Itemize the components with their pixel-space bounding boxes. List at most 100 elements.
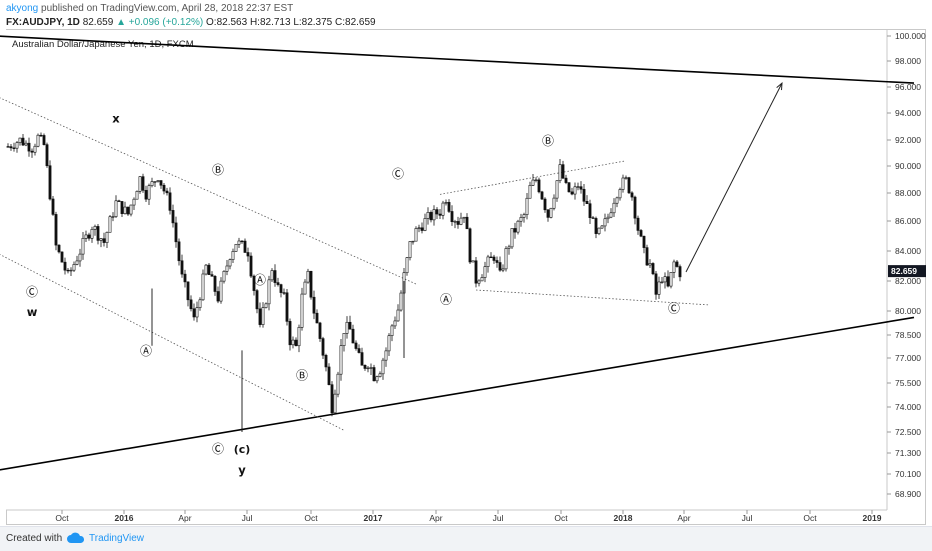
publish-info: akyong published on TradingView.com, Apr… [6, 3, 293, 14]
candle-body [519, 217, 523, 222]
candle-body [657, 281, 661, 295]
candle-body [315, 312, 319, 324]
candle-body [465, 216, 469, 230]
y-tick-label: 75.500 [895, 378, 921, 388]
x-tick-label: Oct [55, 513, 69, 523]
y-tick-label: 100.000 [895, 31, 926, 41]
x-tick-label: Jul [493, 513, 504, 523]
candle-body [408, 241, 412, 258]
candle-body [273, 270, 277, 283]
y-tick-label: 68.900 [895, 489, 921, 499]
wave-label: Ⓑ [212, 163, 224, 177]
y-tick-label: 84.000 [895, 246, 921, 256]
candle-body [516, 220, 520, 233]
wave-label: (c) [234, 443, 251, 456]
candle-body [357, 348, 361, 353]
trendline-upper-resistance[interactable] [0, 35, 915, 84]
candle-body [27, 142, 31, 152]
wave-label: Ⓒ [212, 442, 224, 456]
candle-body [567, 182, 571, 193]
candle-body [420, 227, 424, 231]
trendline-lower-support[interactable] [0, 316, 915, 471]
candle-body [651, 263, 655, 275]
candle-body [153, 181, 157, 183]
candle-body [222, 270, 226, 282]
candle-body [141, 176, 145, 191]
candle-body [165, 190, 169, 194]
candle-body [228, 259, 232, 267]
candle-body [282, 292, 286, 294]
candle-body [108, 216, 112, 233]
wave-label: Ⓑ [296, 369, 308, 383]
candle-body [6, 146, 10, 148]
x-tick-label: 2018 [614, 513, 633, 523]
candle-body [138, 176, 142, 192]
candle-body [135, 191, 139, 200]
candle-body [468, 228, 472, 263]
candle-body [507, 246, 511, 249]
candle-body [126, 206, 130, 215]
candle-body [351, 328, 355, 344]
candle-body [117, 200, 121, 202]
candle-body [192, 308, 196, 318]
candle-body [393, 320, 397, 327]
candle-body [51, 198, 55, 215]
candle-body [414, 228, 418, 242]
candle-body [429, 212, 433, 221]
candle-body [69, 269, 73, 272]
candle-body [216, 291, 220, 302]
y-tick-label: 86.000 [895, 216, 921, 226]
candle-body [156, 180, 160, 182]
price-chart[interactable]: 100.000 98.000 96.000 94.000 92.000 90.000 88.… [0, 0, 932, 526]
candle-body [444, 202, 448, 204]
candle-body [96, 226, 100, 241]
candle-body [399, 292, 403, 311]
candle-body [237, 240, 241, 245]
candle-body [168, 192, 172, 211]
tradingview-brand[interactable]: TradingView [89, 533, 145, 544]
candle-body [93, 226, 97, 230]
candle-body [369, 367, 373, 369]
candle-body [114, 200, 118, 217]
last-price-label: 82.659 [891, 266, 917, 276]
candle-body [279, 284, 283, 293]
candle-body [213, 275, 217, 292]
candle-body [144, 190, 148, 200]
candle-body [564, 177, 568, 183]
candle-body [678, 266, 682, 278]
candle-body [102, 238, 106, 243]
candle-body [396, 309, 400, 322]
trendline-projection-arrow[interactable] [685, 82, 783, 273]
candle-body [645, 247, 649, 266]
candle-body [207, 264, 211, 275]
candle-body [171, 210, 175, 224]
candle-body [447, 202, 451, 212]
candle-body [276, 282, 280, 285]
wave-label: Ⓒ [392, 167, 404, 181]
candle-body [675, 261, 679, 267]
wave-label: y [238, 463, 246, 477]
candle-body [456, 221, 460, 225]
candle-body [42, 135, 46, 145]
candle-body [453, 221, 457, 223]
candle-body [498, 262, 502, 271]
wave-label: Ⓐ [254, 273, 266, 287]
x-tick-label: Jul [742, 513, 753, 523]
trendline-channel-lower[interactable] [0, 253, 345, 431]
x-tick-label: Oct [304, 513, 318, 523]
candle-body [180, 260, 184, 275]
candle-body [195, 307, 199, 318]
candle-body [642, 235, 646, 248]
candle-body [231, 251, 235, 260]
candle-body [480, 277, 484, 282]
candle-body [510, 228, 514, 248]
candle-body [387, 335, 391, 352]
author-link[interactable]: akyong [6, 3, 39, 14]
candle-body [540, 191, 544, 200]
candle-body [627, 177, 631, 194]
trendline-triangle-bottom[interactable] [475, 289, 711, 306]
y-tick-label: 94.000 [895, 108, 921, 118]
candle-body [597, 227, 601, 234]
candle-body [528, 185, 532, 199]
y-tick-label: 78.500 [895, 330, 921, 340]
